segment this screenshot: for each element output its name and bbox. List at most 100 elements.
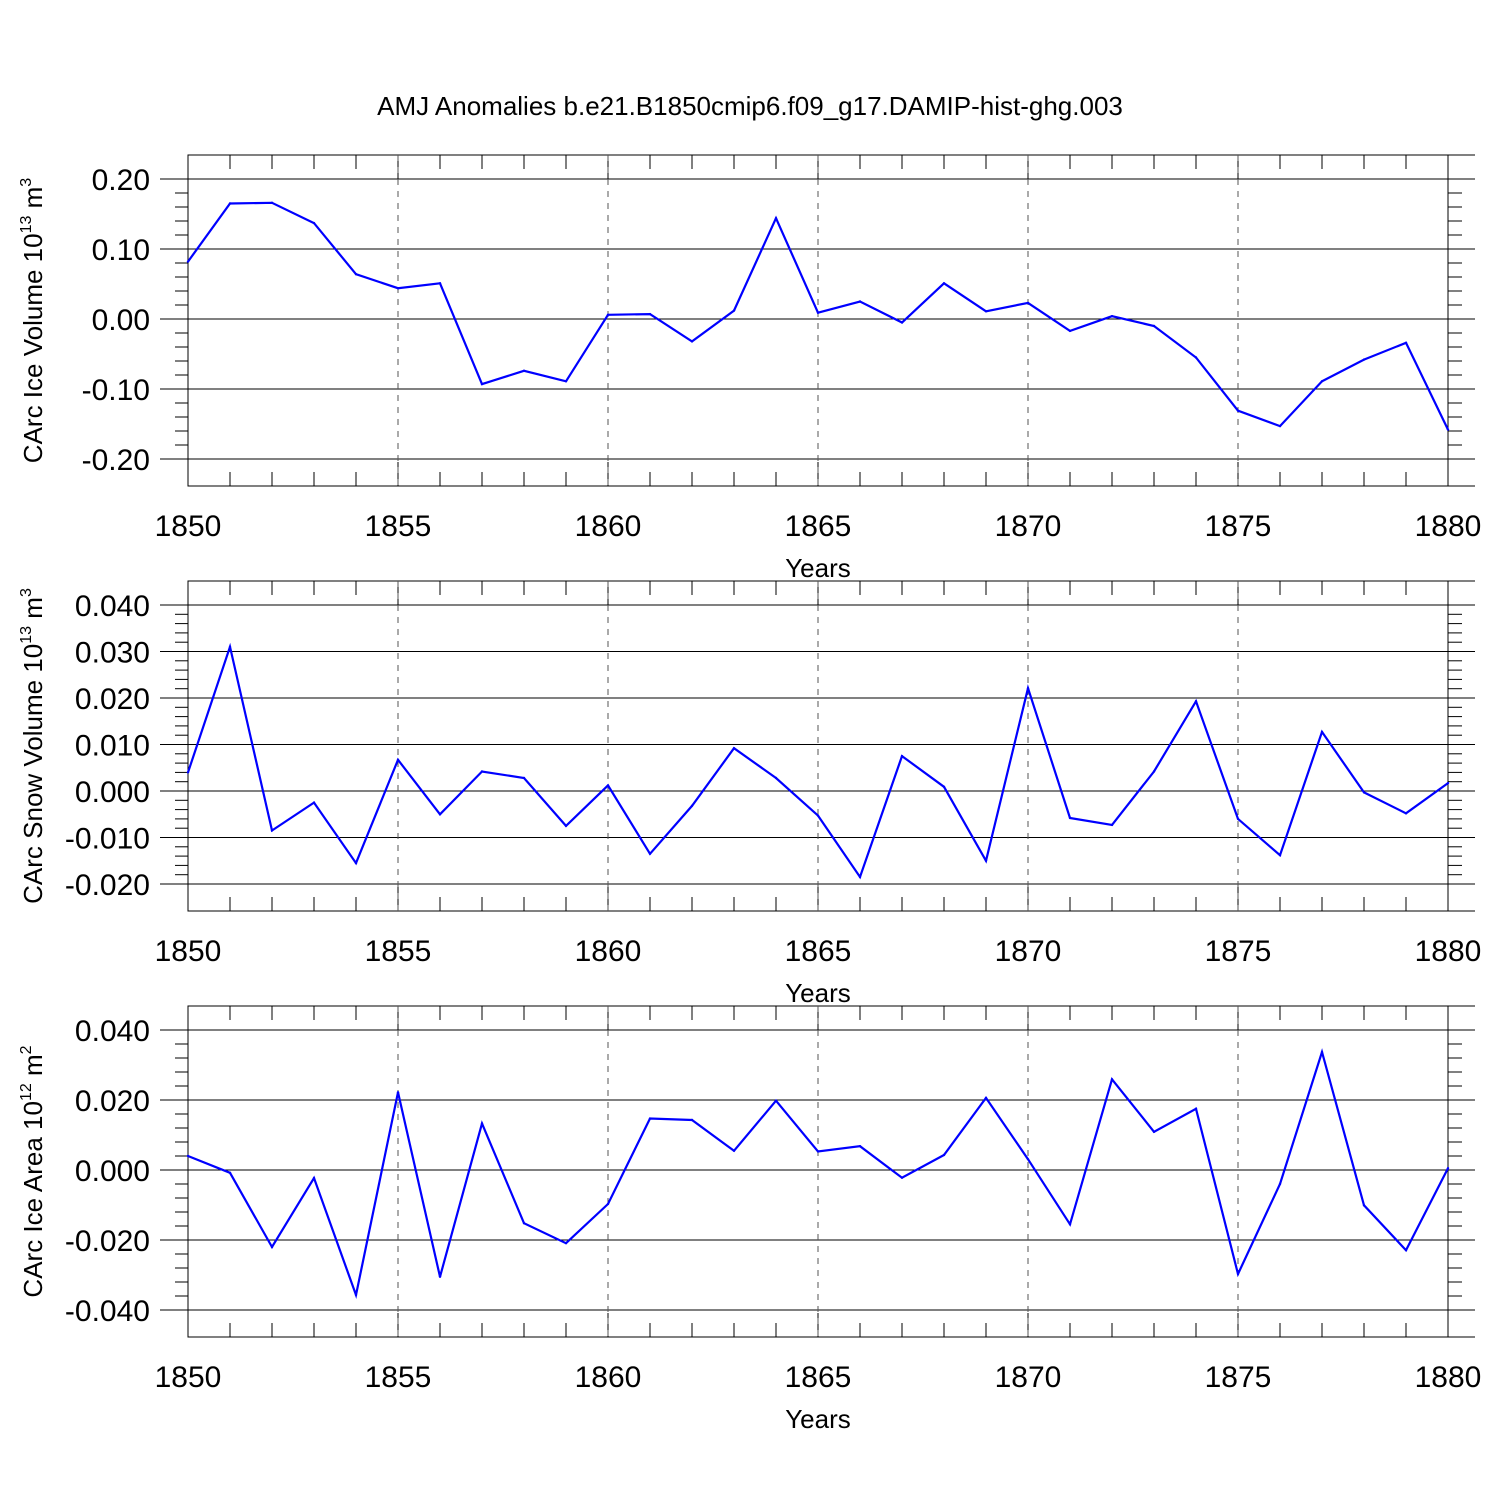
data-point [816, 311, 820, 314]
data-point [1110, 1078, 1114, 1081]
data-point [1236, 409, 1240, 412]
x-tick-label: 1875 [1205, 935, 1272, 968]
data-point [1320, 380, 1324, 383]
data-point [270, 1245, 274, 1249]
y-tick-label: -0.020 [65, 1225, 150, 1258]
data-point [396, 287, 400, 290]
y-axis-label: CArc Snow Volume 1013 m3 [18, 588, 48, 904]
data-point [1236, 817, 1240, 821]
data-point [312, 221, 316, 225]
y-axis-label-exp: 12 [18, 1083, 35, 1101]
data-point [648, 1117, 652, 1120]
panels: -0.20 -0.10 0.00 0.10 0.20 1850 1855 1860 1865 18… [18, 154, 1482, 1434]
y-axis-label-exp: 13 [18, 626, 35, 644]
y-tick-label: -0.10 [82, 374, 150, 407]
data-point [480, 382, 484, 386]
data-point [816, 814, 820, 817]
data-point [816, 1150, 820, 1153]
data-point [1362, 358, 1366, 361]
y-tick-label: 0.020 [75, 683, 150, 716]
x-tick-label: 1855 [365, 1361, 432, 1394]
x-tick-label: 1865 [785, 935, 852, 968]
data-point [228, 645, 232, 649]
x-tick-label: 1865 [785, 1361, 852, 1394]
data-point [312, 801, 316, 804]
y-tick-label: -0.020 [65, 869, 150, 902]
data-point [186, 1154, 190, 1158]
data-point [564, 380, 568, 383]
data-point [228, 202, 232, 205]
data-point [522, 1222, 526, 1225]
data-point [354, 861, 358, 865]
x-axis-label: Years [785, 553, 851, 583]
y-axis-label-main: CArc Ice Volume 10 [18, 233, 48, 463]
data-point [900, 1176, 904, 1179]
x-tick-label: 1850 [155, 1361, 222, 1394]
y-tick-label: 0.040 [75, 590, 150, 623]
y-tick-label: -0.040 [65, 1295, 150, 1328]
y-axis-label-unit: m [18, 187, 48, 216]
data-point [606, 1202, 610, 1206]
data-point [942, 785, 946, 789]
data-point [732, 1149, 736, 1152]
chart-panel-1: -0.20 -0.10 0.00 0.10 0.20 1850 1855 1860 1865 18… [18, 154, 1482, 583]
data-point [942, 282, 946, 285]
y-tick-label: 0.000 [75, 1155, 150, 1188]
data-point [564, 824, 568, 828]
data-point [606, 784, 610, 787]
data-point [480, 1122, 484, 1125]
data-point [1194, 356, 1198, 359]
data-point [984, 310, 988, 313]
data-point [1026, 687, 1030, 690]
data-point [564, 1241, 568, 1245]
y-axis-label-exp: 13 [18, 216, 35, 234]
data-point [984, 1096, 988, 1100]
data-point [690, 804, 694, 808]
data-point [1236, 1272, 1240, 1276]
data-point [1194, 1107, 1198, 1110]
data-point [606, 313, 610, 316]
y-tick-label: -0.20 [82, 444, 150, 477]
x-tick-label: 1850 [155, 510, 222, 543]
data-point [1110, 823, 1114, 827]
y-tick-label: 0.020 [75, 1085, 150, 1118]
y-tick-label: 0.010 [75, 730, 150, 763]
data-point [522, 776, 526, 780]
x-tick-label: 1880 [1415, 1361, 1482, 1394]
data-point [522, 369, 526, 372]
data-point [858, 300, 862, 303]
y-tick-label: 0.10 [92, 234, 150, 267]
y-axis-label-unit: m [18, 1054, 48, 1083]
data-point [1446, 1167, 1450, 1170]
x-tick-label: 1860 [575, 1361, 642, 1394]
data-point [1446, 428, 1450, 431]
data-point [1194, 700, 1198, 703]
y-tick-label: 0.20 [92, 164, 150, 197]
data-point [186, 260, 190, 263]
y-axis-label-unit-exp: 2 [18, 1045, 35, 1054]
y-axis-label-unit-exp: 3 [18, 588, 35, 597]
data-point [1320, 1050, 1324, 1054]
chart-panel-2: -0.020 -0.010 0.000 0.010 0.020 0.030 0.040 185… [18, 580, 1482, 1008]
x-tick-label: 1870 [995, 510, 1062, 543]
data-point [942, 1153, 946, 1157]
data-point [312, 1176, 316, 1180]
data-point [774, 776, 778, 780]
x-tick-label: 1880 [1415, 935, 1482, 968]
data-point [1404, 812, 1408, 815]
y-axis-label-main: CArc Ice Area 10 [18, 1101, 48, 1298]
data-point [900, 754, 904, 758]
x-tick-label: 1870 [995, 935, 1062, 968]
data-point [1152, 324, 1156, 328]
data-point [900, 321, 904, 324]
data-point [858, 1145, 862, 1148]
x-tick-label: 1880 [1415, 510, 1482, 543]
data-point [984, 859, 988, 862]
data-point [648, 852, 652, 855]
x-tick-label: 1875 [1205, 1361, 1272, 1394]
data-point [648, 312, 652, 316]
data-point [1404, 1248, 1408, 1252]
y-axis-label: CArc Ice Area 1012 m2 [18, 1045, 48, 1297]
x-axis-label: Years [785, 1404, 851, 1434]
